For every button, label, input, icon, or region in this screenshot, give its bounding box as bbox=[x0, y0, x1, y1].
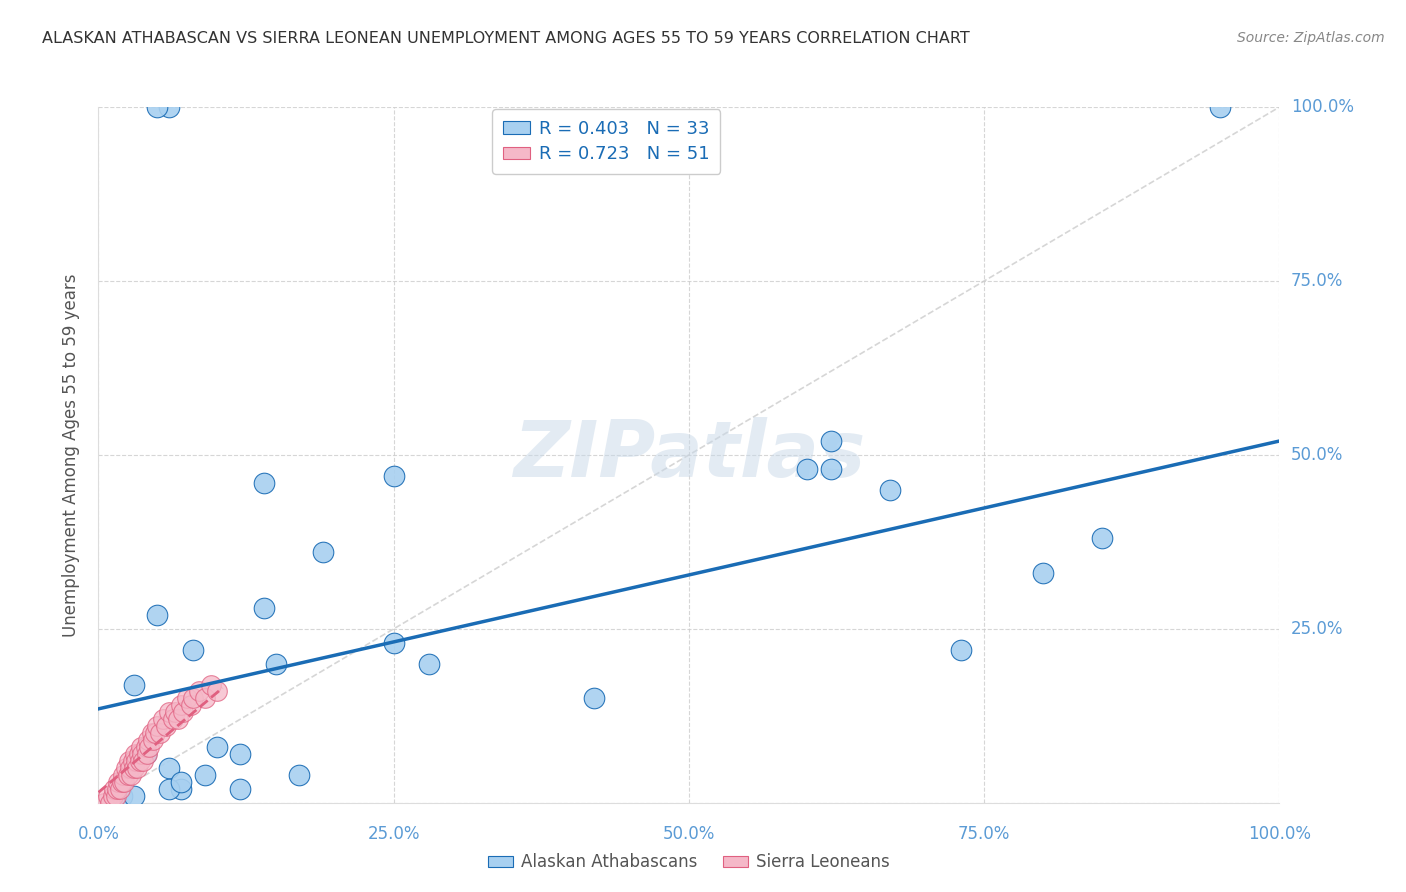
Point bbox=[288, 768, 311, 782]
Point bbox=[205, 684, 228, 698]
Point bbox=[128, 747, 150, 761]
Point bbox=[111, 775, 134, 789]
Point bbox=[149, 726, 172, 740]
Point bbox=[181, 691, 204, 706]
Point bbox=[108, 781, 131, 796]
Point bbox=[879, 483, 901, 497]
Point bbox=[382, 468, 405, 483]
Point bbox=[131, 747, 153, 761]
Point bbox=[138, 740, 160, 755]
Point bbox=[122, 677, 145, 691]
Point bbox=[157, 100, 180, 114]
Point bbox=[124, 747, 146, 761]
Point bbox=[170, 698, 193, 713]
Point bbox=[162, 712, 184, 726]
Point bbox=[152, 712, 174, 726]
Point bbox=[165, 706, 187, 720]
Point bbox=[135, 740, 157, 755]
Point bbox=[187, 684, 209, 698]
Point bbox=[418, 657, 440, 671]
Point bbox=[170, 781, 193, 796]
Point bbox=[1032, 566, 1054, 581]
Point bbox=[170, 775, 193, 789]
Point bbox=[194, 691, 217, 706]
Text: 75.0%: 75.0% bbox=[1291, 272, 1343, 290]
Point bbox=[142, 733, 165, 747]
Point bbox=[172, 706, 194, 720]
Text: 25.0%: 25.0% bbox=[1291, 620, 1343, 638]
Point bbox=[181, 642, 204, 657]
Point bbox=[125, 754, 148, 768]
Point bbox=[820, 434, 842, 448]
Point bbox=[112, 768, 135, 782]
Text: 25.0%: 25.0% bbox=[367, 825, 420, 843]
Text: ALASKAN ATHABASCAN VS SIERRA LEONEAN UNEMPLOYMENT AMONG AGES 55 TO 59 YEARS CORR: ALASKAN ATHABASCAN VS SIERRA LEONEAN UNE… bbox=[42, 31, 970, 46]
Point bbox=[205, 740, 228, 755]
Point bbox=[146, 719, 169, 733]
Point bbox=[157, 781, 180, 796]
Point bbox=[121, 768, 143, 782]
Text: 0.0%: 0.0% bbox=[77, 825, 120, 843]
Point bbox=[253, 601, 276, 615]
Legend: Alaskan Athabascans, Sierra Leoneans: Alaskan Athabascans, Sierra Leoneans bbox=[481, 847, 897, 878]
Point bbox=[820, 462, 842, 476]
Point bbox=[105, 781, 128, 796]
Point bbox=[253, 475, 276, 490]
Point bbox=[382, 636, 405, 650]
Point bbox=[105, 789, 128, 803]
Point bbox=[118, 754, 141, 768]
Point bbox=[229, 781, 252, 796]
Point bbox=[1209, 100, 1232, 114]
Point bbox=[103, 781, 125, 796]
Point bbox=[136, 733, 159, 747]
Point bbox=[200, 677, 222, 691]
Point bbox=[127, 761, 149, 775]
Point bbox=[93, 796, 115, 810]
Point bbox=[146, 100, 169, 114]
Point bbox=[135, 747, 157, 761]
Text: ZIPatlas: ZIPatlas bbox=[513, 417, 865, 493]
Point bbox=[117, 768, 139, 782]
Point bbox=[122, 789, 145, 803]
Point bbox=[111, 789, 134, 803]
Point bbox=[114, 761, 136, 775]
Point bbox=[107, 775, 129, 789]
Point bbox=[194, 768, 217, 782]
Text: 100.0%: 100.0% bbox=[1249, 825, 1310, 843]
Point bbox=[796, 462, 818, 476]
Point bbox=[166, 712, 188, 726]
Text: 75.0%: 75.0% bbox=[957, 825, 1011, 843]
Point bbox=[155, 719, 177, 733]
Point bbox=[121, 754, 143, 768]
Point bbox=[264, 657, 287, 671]
Point bbox=[98, 796, 121, 810]
Point bbox=[949, 642, 972, 657]
Point bbox=[120, 761, 142, 775]
Text: 50.0%: 50.0% bbox=[1291, 446, 1343, 464]
Point bbox=[129, 740, 152, 755]
Point bbox=[141, 726, 163, 740]
Point bbox=[112, 775, 135, 789]
Point bbox=[101, 789, 124, 803]
Point bbox=[135, 747, 157, 761]
Point bbox=[180, 698, 202, 713]
Point bbox=[312, 545, 335, 559]
Point bbox=[1091, 532, 1114, 546]
Point bbox=[157, 761, 180, 775]
Text: Source: ZipAtlas.com: Source: ZipAtlas.com bbox=[1237, 31, 1385, 45]
Point bbox=[583, 691, 606, 706]
Point bbox=[229, 747, 252, 761]
Point bbox=[157, 706, 180, 720]
Point bbox=[143, 726, 166, 740]
Point bbox=[146, 607, 169, 622]
Point bbox=[122, 761, 145, 775]
Point bbox=[176, 691, 198, 706]
Y-axis label: Unemployment Among Ages 55 to 59 years: Unemployment Among Ages 55 to 59 years bbox=[62, 273, 80, 637]
Point bbox=[97, 789, 120, 803]
Text: 50.0%: 50.0% bbox=[662, 825, 716, 843]
Point bbox=[132, 754, 155, 768]
Text: 100.0%: 100.0% bbox=[1291, 98, 1354, 116]
Point bbox=[128, 754, 150, 768]
